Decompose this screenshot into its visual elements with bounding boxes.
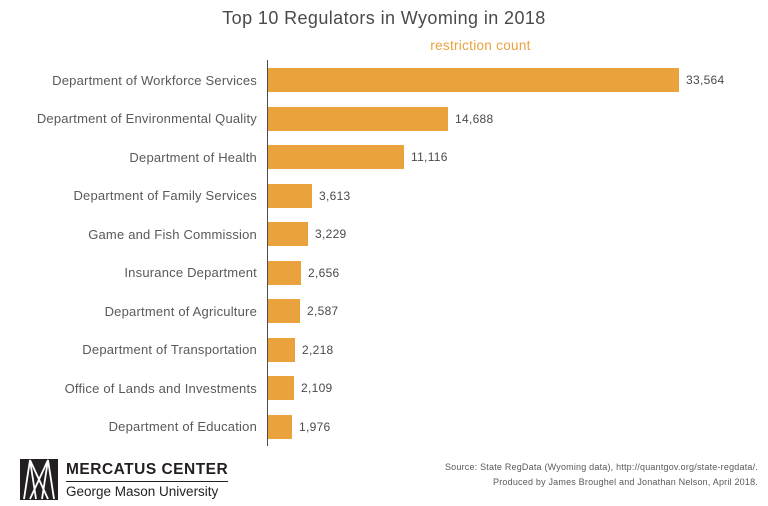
bar — [268, 299, 300, 324]
value-label: 2,587 — [307, 304, 339, 319]
bar — [268, 376, 294, 401]
value-label: 3,613 — [319, 188, 351, 203]
bar — [268, 106, 448, 131]
value-label: 2,109 — [301, 381, 333, 396]
value-label: 2,218 — [302, 342, 334, 357]
bar-row: Department of Environmental Quality 14,68… — [0, 100, 768, 139]
bar-chart: Department of Workforce Services 33,564 De… — [0, 60, 768, 446]
bar-row: Game and Fish Commission 3,229 — [0, 215, 768, 254]
mercatus-logo: MERCATUS CENTER George Mason University — [20, 459, 229, 500]
value-label: 2,656 — [308, 265, 340, 280]
bar — [268, 337, 295, 362]
bar — [268, 145, 404, 170]
mercatus-logo-icon — [20, 459, 58, 500]
bar-row: Department of Agriculture 2,587 — [0, 292, 768, 331]
bar-row: Department of Transportation 2,218 — [0, 331, 768, 370]
bar-rows: Department of Workforce Services 33,564 De… — [0, 61, 768, 446]
source-line-2: Produced by James Broughel and Jonathan … — [493, 477, 758, 487]
value-axis-label: restriction count — [430, 38, 531, 53]
bar-row: Department of Education 1,976 — [0, 408, 768, 447]
value-label: 11,116 — [411, 150, 448, 165]
category-label: Department of Health — [129, 149, 257, 165]
value-label: 33,564 — [686, 73, 725, 88]
bar — [268, 222, 308, 247]
category-label: Department of Environmental Quality — [36, 111, 257, 127]
bar-row: Office of Lands and Investments 2,109 — [0, 369, 768, 408]
bar — [268, 183, 312, 208]
bar-row: Insurance Department 2,656 — [0, 254, 768, 293]
value-label: 3,229 — [315, 227, 347, 242]
logo-title: MERCATUS CENTER — [66, 461, 229, 482]
category-label: Office of Lands and Investments — [64, 380, 257, 396]
category-label: Department of Family Services — [73, 188, 257, 204]
category-label: Department of Workforce Services — [52, 72, 257, 88]
bar — [268, 260, 301, 285]
bar-row: Department of Workforce Services 33,564 — [0, 61, 768, 100]
chart-title: Top 10 Regulators in Wyoming in 2018 — [222, 8, 546, 28]
bar — [268, 414, 292, 439]
category-label: Department of Transportation — [82, 342, 257, 358]
category-label: Insurance Department — [124, 265, 257, 281]
value-label: 14,688 — [455, 111, 494, 126]
logo-subtitle: George Mason University — [66, 483, 219, 499]
category-label: Game and Fish Commission — [88, 226, 257, 242]
bar-row: Department of Family Services 3,613 — [0, 177, 768, 216]
bar — [268, 68, 679, 93]
category-label: Department of Education — [108, 419, 257, 435]
category-label: Department of Agriculture — [104, 303, 257, 319]
logo-text: MERCATUS CENTER George Mason University — [66, 461, 229, 499]
y-axis-line — [266, 60, 268, 446]
source-note: Source: State RegData (Wyoming data), ht… — [445, 460, 758, 490]
bar-row: Department of Health 11,116 — [0, 138, 768, 177]
source-line-1: Source: State RegData (Wyoming data), ht… — [444, 462, 758, 472]
value-label: 1,976 — [299, 419, 331, 434]
